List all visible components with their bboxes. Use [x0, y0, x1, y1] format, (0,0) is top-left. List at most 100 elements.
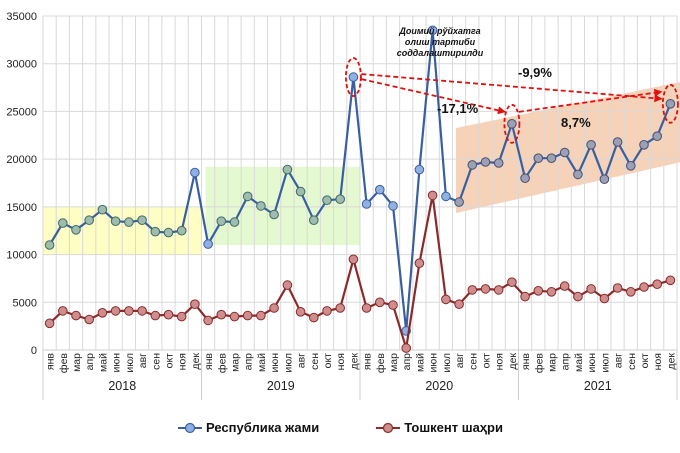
data-point-republic	[137, 215, 147, 225]
data-point-republic	[150, 226, 161, 237]
data-point-tashkent	[361, 303, 372, 313]
x-tick-month-label: июн	[111, 353, 123, 373]
data-point-tashkent	[441, 294, 451, 305]
highlight-ellipse-dec-2021	[661, 83, 679, 124]
data-point-republic	[507, 119, 517, 129]
data-point-tashkent	[282, 280, 293, 290]
x-tick-month-label: мар	[388, 353, 400, 372]
x-tick-month-label: апр	[560, 353, 572, 371]
x-tick-year-label: 2020	[425, 379, 453, 393]
data-point-republic	[295, 186, 306, 197]
y-tick-label: 25000	[6, 106, 37, 118]
x-tick-month-label: ноя	[335, 353, 347, 370]
x-tick-month-label: сен	[309, 353, 321, 370]
data-point-republic	[44, 240, 55, 250]
data-point-republic	[269, 209, 279, 220]
data-point-tashkent	[256, 310, 266, 321]
data-point-tashkent	[44, 318, 55, 329]
data-point-republic	[573, 169, 583, 180]
x-tick-month-label: окт	[639, 353, 651, 369]
x-tick-month-label: дек	[190, 353, 202, 370]
data-point-republic	[282, 164, 293, 175]
data-point-republic	[190, 167, 200, 178]
x-tick-month-label: сен	[467, 353, 479, 370]
data-point-republic	[639, 140, 649, 150]
data-point-republic	[309, 215, 319, 225]
x-tick-month-label: июн	[269, 353, 281, 373]
x-tick-month-label: фев	[375, 353, 387, 373]
x-tick-month-label: окт	[322, 353, 334, 369]
x-tick-month-label: янв	[203, 353, 215, 370]
x-tick-month-label: фев	[58, 353, 70, 373]
data-point-republic	[546, 153, 557, 163]
data-point-tashkent	[203, 315, 213, 326]
data-point-tashkent	[414, 258, 425, 269]
data-point-tashkent	[493, 285, 504, 295]
legend-item-tashkent[interactable]: Тошкент шаҳри	[375, 420, 503, 435]
data-point-tashkent	[507, 277, 517, 288]
data-point-tashkent	[84, 314, 94, 325]
annotation-note-line2: олиш тартиби	[405, 37, 476, 47]
data-point-tashkent	[480, 284, 491, 294]
data-point-republic	[626, 161, 636, 171]
x-tick-month-label: май	[256, 353, 268, 372]
data-point-republic	[388, 201, 398, 211]
y-tick-label: 30000	[6, 59, 37, 71]
data-point-tashkent	[626, 287, 636, 297]
legend-marker-tashkent-icon	[376, 422, 401, 433]
data-point-tashkent	[71, 310, 81, 321]
x-tick-month-label: авг	[454, 353, 466, 368]
x-tick-year-label: 2018	[108, 379, 136, 393]
annotation-note-line3: соддалаштирилди	[397, 48, 484, 58]
x-tick-month-label: янв	[520, 353, 532, 370]
y-tick-label: 35000	[6, 11, 37, 23]
data-point-republic	[665, 99, 676, 109]
data-point-republic	[480, 157, 491, 167]
x-tick-month-label: фев	[216, 353, 228, 373]
x-tick-year-label: 2019	[267, 379, 295, 393]
data-point-tashkent	[176, 311, 187, 322]
x-tick-month-label: мар	[71, 353, 83, 372]
data-point-tashkent	[573, 291, 583, 302]
data-point-tashkent	[599, 293, 610, 304]
data-point-republic	[216, 216, 227, 226]
x-tick-month-label: июн	[586, 353, 598, 373]
data-point-republic	[163, 227, 174, 238]
y-tick-label: 15000	[6, 202, 37, 214]
x-tick-month-label: ноя	[652, 353, 664, 370]
x-tick-month-label: май	[414, 353, 426, 372]
y-tick-label: 5000	[13, 297, 37, 309]
data-point-tashkent	[388, 300, 398, 310]
data-point-republic	[229, 217, 240, 227]
data-point-republic	[335, 194, 346, 204]
x-tick-month-label: авг	[296, 353, 308, 368]
data-point-republic	[97, 204, 108, 215]
gridlines	[42, 15, 678, 351]
x-tick-month-label: июл	[124, 353, 136, 373]
data-point-tashkent	[163, 309, 174, 320]
data-point-tashkent	[229, 311, 240, 322]
x-tick-month-label: июл	[599, 353, 611, 373]
data-point-republic	[361, 199, 372, 209]
x-tick-month-label: янв	[362, 353, 374, 370]
data-point-republic	[256, 201, 266, 211]
x-tick-month-label: дек	[507, 353, 519, 370]
data-point-republic	[520, 173, 530, 183]
data-point-tashkent	[520, 291, 530, 302]
arrow-17-1	[361, 78, 506, 115]
x-axis: янв фев мар апр май июн июл авг сен окт ноя дек2018…	[42, 349, 678, 400]
x-tick-month-label: апр	[401, 353, 413, 371]
data-point-tashkent	[401, 343, 412, 353]
highlight-ellipse-dec-2019	[344, 57, 362, 97]
data-point-tashkent	[612, 283, 623, 293]
data-point-tashkent	[124, 306, 134, 316]
data-point-tashkent	[665, 275, 676, 286]
data-point-republic	[599, 174, 610, 184]
data-point-republic	[467, 160, 478, 170]
x-tick-month-label: апр	[243, 353, 255, 371]
data-point-republic	[322, 195, 332, 205]
legend-item-republic[interactable]: Республика жами	[177, 420, 319, 435]
data-point-tashkent	[97, 308, 108, 318]
data-point-republic	[176, 225, 187, 236]
